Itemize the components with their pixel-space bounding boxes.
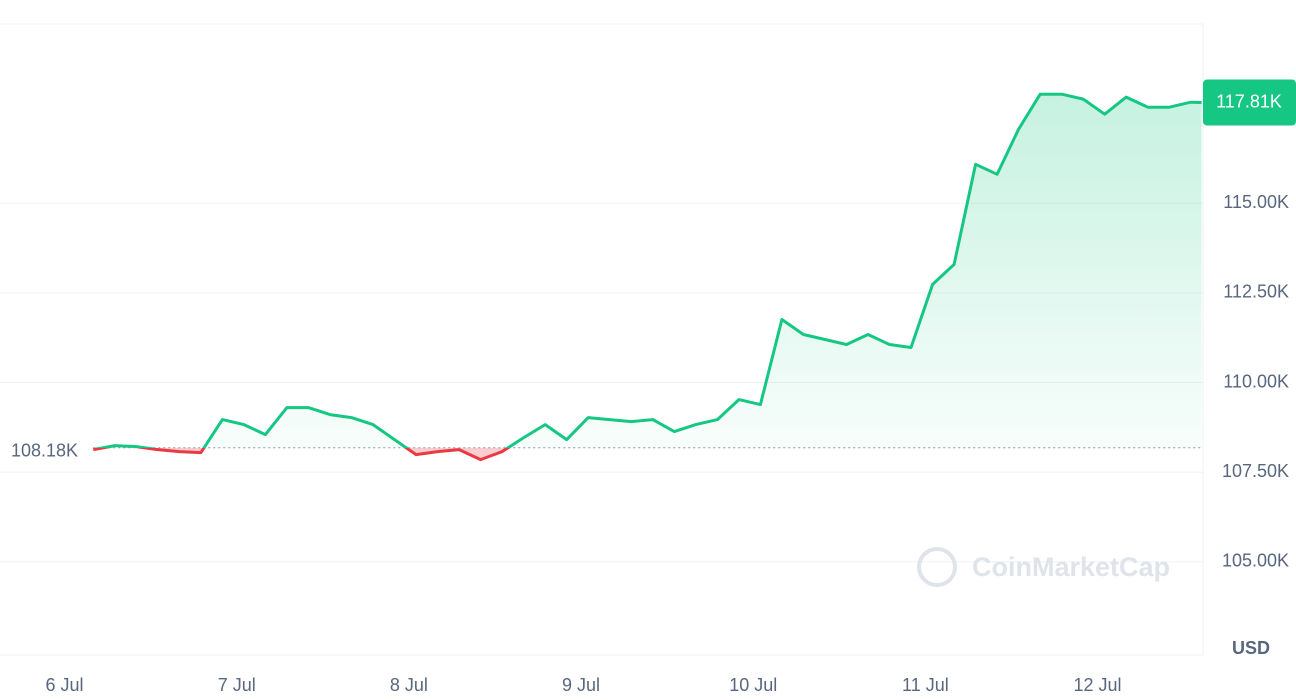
- y-tick-label: 115.00K: [1223, 192, 1289, 212]
- x-tick-label: 11 Jul: [902, 675, 949, 695]
- y-tick-label: 110.00K: [1223, 371, 1289, 391]
- watermark-logo: [917, 547, 957, 587]
- x-tick-label: 10 Jul: [729, 675, 777, 695]
- price-badge-label: 117.81K: [1216, 91, 1282, 111]
- x-tick-label: 8 Jul: [390, 675, 428, 695]
- y-tick-label: 112.50K: [1223, 282, 1289, 302]
- x-tick-label: 9 Jul: [562, 675, 600, 695]
- x-tick-label: 6 Jul: [46, 675, 84, 695]
- price-badge: [1203, 79, 1296, 126]
- y-tick-label: 105.00K: [1222, 551, 1289, 571]
- currency-label: USD: [1232, 638, 1270, 658]
- x-tick-label: 7 Jul: [218, 675, 256, 695]
- x-tick-label: 12 Jul: [1074, 675, 1122, 695]
- area-fill: [93, 94, 1202, 460]
- plot: 105.00K 107.50K 110.00K 112.50K 115.00K 6 Jul…: [0, 23, 1296, 695]
- watermark: CoinMarketCap: [917, 547, 1170, 587]
- baseline-label: 108.18K: [11, 441, 78, 461]
- y-tick-label: 107.50K: [1222, 461, 1289, 481]
- price-line: [93, 92, 1202, 462]
- watermark-text: CoinMarketCap: [972, 552, 1170, 582]
